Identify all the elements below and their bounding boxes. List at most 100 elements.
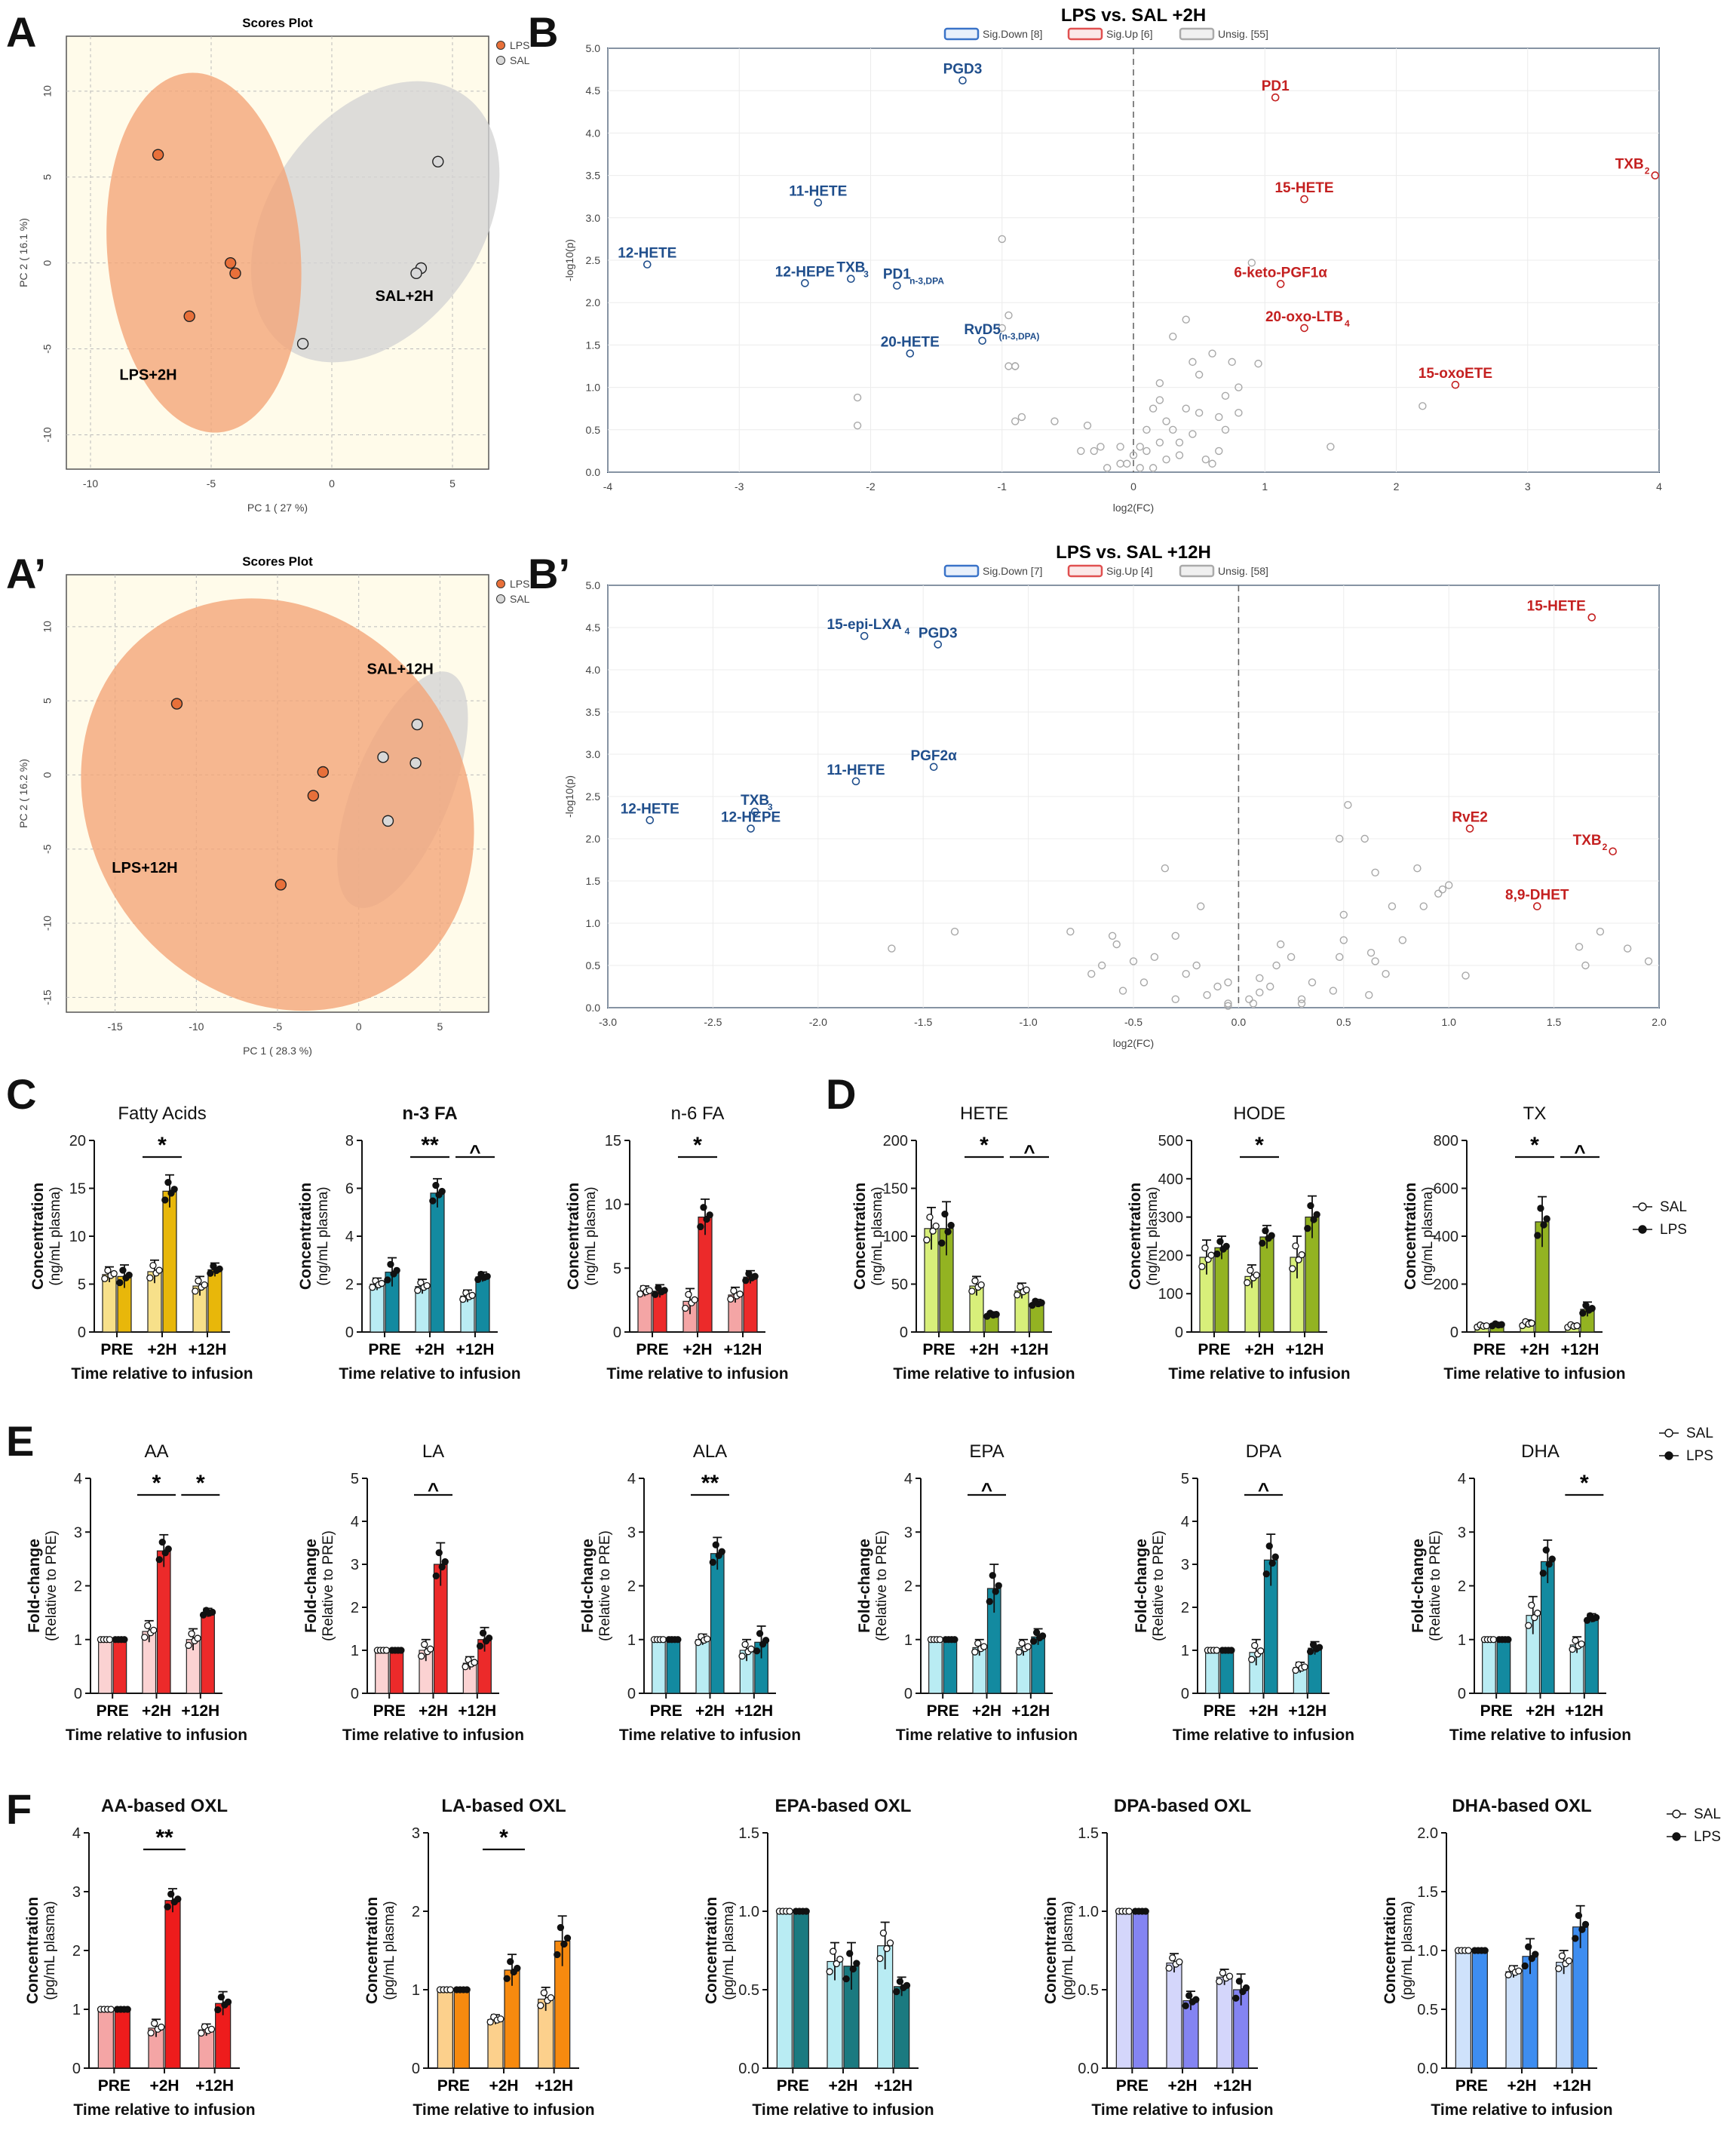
feature-label: TXB <box>1615 157 1644 173</box>
y-axis-sublabel: (pg/mL plasma) <box>382 1901 397 2000</box>
bar-lps <box>1496 1639 1511 1694</box>
data-point-lps <box>762 1637 770 1644</box>
x-tick-label: -0.5 <box>1124 1016 1143 1028</box>
y-tick-label: 400 <box>1158 1171 1183 1188</box>
data-point-sal <box>185 1641 192 1650</box>
x-axis-label: PC 1 ( 27 %) <box>247 502 308 514</box>
y-tick-label: 1.0 <box>1417 1943 1438 1960</box>
chart-title: HETE <box>960 1103 1008 1124</box>
sig-point-down <box>814 198 823 207</box>
y-tick-label: 10 <box>41 621 54 633</box>
category-label: +2H <box>1520 1341 1549 1358</box>
data-point-sal <box>101 1275 109 1282</box>
category-label: PRE <box>636 1341 668 1358</box>
score-point-sal <box>409 757 422 769</box>
data-point-sal <box>486 2018 494 2026</box>
unsig-point <box>1444 881 1453 889</box>
bar-sal <box>1115 1911 1132 2069</box>
x-axis-label: Time relative to infusion <box>619 1726 801 1744</box>
y-tick-label: 200 <box>1434 1277 1458 1294</box>
y-tick-label: 1 <box>72 2002 81 2018</box>
data-point-sal <box>151 2019 158 2027</box>
score-point-lps <box>275 879 287 891</box>
data-point-sal <box>833 1960 840 1968</box>
data-point-sal <box>923 1236 931 1244</box>
x-axis-label: Time relative to infusion <box>1091 2101 1273 2119</box>
bar-lps <box>666 1639 681 1694</box>
unsig-point <box>1189 430 1197 438</box>
category-label: PRE <box>97 1702 129 1720</box>
data-point-lps <box>1192 1996 1200 2003</box>
y-tick-label: 150 <box>883 1181 908 1198</box>
legend-swatch <box>943 564 980 578</box>
feature-label: 6-keto-PGF1α <box>1234 265 1327 281</box>
y-tick-label: 4 <box>904 1471 912 1487</box>
data-point-lps <box>1271 1553 1279 1561</box>
category-label: PRE <box>437 2077 470 2095</box>
bar-lps <box>1259 1236 1274 1333</box>
bar-sal <box>1166 1963 1182 2069</box>
unsig-point <box>1150 953 1159 962</box>
data-point-lps <box>1592 1613 1600 1622</box>
data-point-lps <box>1216 1238 1224 1245</box>
significance-label: ** <box>701 1471 719 1496</box>
data-point-sal <box>1244 1278 1251 1287</box>
unsig-point <box>1360 834 1369 843</box>
data-point-lps <box>563 1934 572 1942</box>
y-tick-label: 3.0 <box>586 212 601 224</box>
data-point-lps <box>712 1541 719 1548</box>
x-axis-label: Time relative to infusion <box>606 1365 788 1383</box>
y-tick-label: 1.5 <box>586 875 601 887</box>
unsig-point <box>1575 943 1584 951</box>
data-point-lps <box>560 1940 568 1948</box>
y-axis-sublabel: (ng/mL plasma) <box>1145 1186 1161 1285</box>
data-point-sal <box>730 1287 738 1295</box>
significance-label: ^ <box>1258 1478 1269 1501</box>
bar-sal <box>437 1989 453 2069</box>
unsig-point <box>1434 889 1443 898</box>
bar-lps <box>453 1989 470 2069</box>
y-tick-label: 800 <box>1434 1133 1458 1149</box>
data-point-sal <box>149 1262 157 1269</box>
data-point-sal <box>1555 1965 1563 1972</box>
y-tick-label: 5 <box>351 1471 359 1487</box>
group-label-sal: SAL+12H <box>367 661 433 678</box>
bar-lps <box>1584 1617 1599 1694</box>
data-point-lps <box>853 1960 860 1967</box>
data-point-sal <box>423 1281 431 1290</box>
x-axis-label: Time relative to infusion <box>893 1365 1075 1383</box>
chart-title: LA-based OXL <box>441 1796 566 1816</box>
unsig-point <box>1136 443 1144 451</box>
unsig-point <box>1308 978 1317 987</box>
x-axis-label: Time relative to infusion <box>1431 2101 1612 2119</box>
unsig-point <box>1419 402 1427 410</box>
y-tick-label: 2 <box>904 1579 912 1595</box>
sig-point-down <box>646 816 655 824</box>
data-point-sal <box>110 1269 118 1278</box>
data-point-sal <box>1213 1647 1221 1654</box>
x-axis-label: Time relative to infusion <box>413 2101 594 2119</box>
y-tick-label: 1.5 <box>1417 1884 1438 1901</box>
y-tick-label: 0 <box>900 1324 908 1341</box>
legend-marker-lps <box>1664 1451 1673 1460</box>
unsig-point <box>1139 978 1149 987</box>
data-point-lps <box>989 1572 996 1579</box>
chart-title: n-3 FA <box>402 1103 457 1124</box>
data-point-lps <box>697 1223 704 1231</box>
legend-marker-sal <box>496 594 505 603</box>
bar-sal <box>695 1639 710 1694</box>
data-point-lps <box>842 1975 850 1983</box>
feature-label: PGF2α <box>910 748 957 764</box>
unsig-point <box>1336 834 1344 843</box>
data-point-sal <box>1289 1265 1296 1272</box>
data-point-lps <box>557 1923 565 1932</box>
panel-letter-A-prime: A’ <box>6 550 46 597</box>
feature-label: 11-HETE <box>827 763 885 778</box>
data-point-lps <box>432 1572 440 1580</box>
y-tick-label: 4 <box>627 1471 636 1487</box>
bar-lps <box>793 1911 809 2069</box>
data-point-sal <box>1219 1969 1227 1977</box>
y-tick-label: 1 <box>351 1643 359 1659</box>
y-axis-sublabel: (pg/mL plasma) <box>1400 1901 1415 2000</box>
score-point-sal <box>411 718 423 731</box>
